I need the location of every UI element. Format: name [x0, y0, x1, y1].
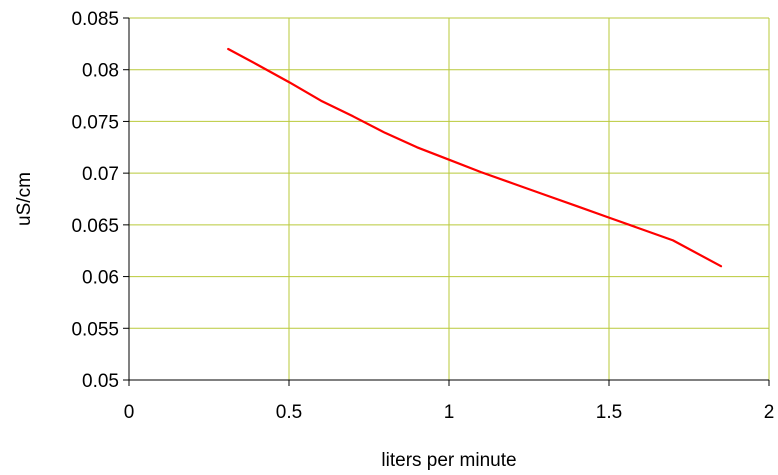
axes: [123, 17, 770, 386]
x-tick-label: 0.5: [276, 402, 302, 423]
x-tick-label: 0: [124, 402, 135, 423]
y-tick-label: 0.065: [71, 216, 119, 237]
grid: [129, 17, 770, 380]
y-tick-label: 0.055: [71, 319, 119, 340]
y-tick-label: 0.08: [82, 61, 119, 82]
y-tick-label: 0.06: [82, 268, 119, 289]
x-tick-label: 1: [444, 402, 455, 423]
y-tick-label: 0.05: [82, 371, 119, 392]
y-tick-label: 0.07: [82, 164, 119, 185]
series-layer: [227, 47, 723, 268]
series-line: [227, 47, 723, 268]
y-axis-title: uS/cm: [14, 172, 35, 226]
y-tick-label: 0.075: [71, 112, 119, 133]
x-tick-label: 1.5: [596, 402, 622, 423]
y-tick-label: 0.085: [71, 9, 119, 30]
x-tick-label: 2: [764, 402, 775, 423]
x-axis-title: liters per minute: [381, 450, 516, 471]
tick-labels: 0.05 0.055 0.06 0.065 0.07 0.075 0.08 0.085 0 0.5…: [71, 9, 774, 423]
